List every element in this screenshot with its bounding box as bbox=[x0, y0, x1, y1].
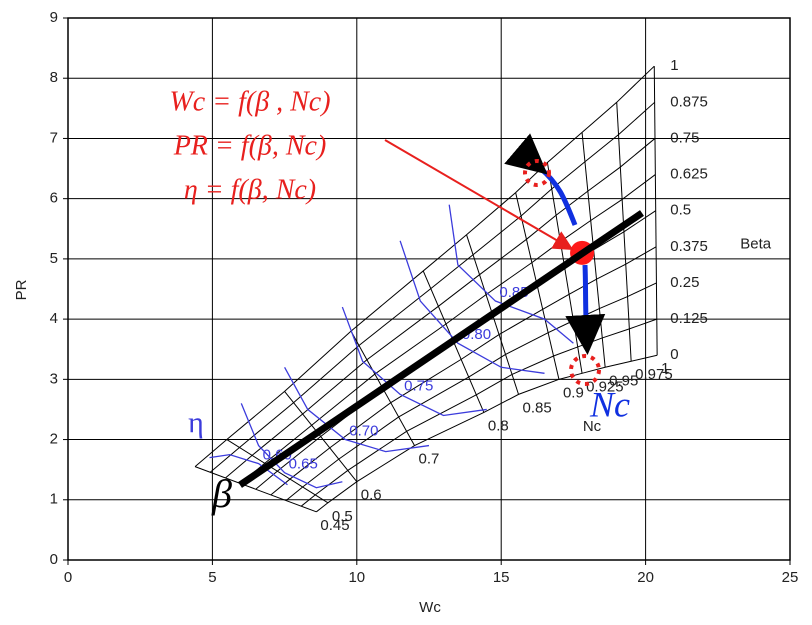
beta-value-label: 0.25 bbox=[670, 274, 699, 291]
equation-arrow bbox=[384, 139, 574, 251]
efficiency-contour bbox=[209, 453, 288, 486]
y-tick-label: 0 bbox=[50, 551, 58, 568]
y-tick-label: 6 bbox=[50, 190, 58, 207]
speed-symbol: Nc bbox=[589, 384, 630, 424]
y-tick-label: 2 bbox=[50, 431, 58, 448]
y-tick-label: 7 bbox=[50, 129, 58, 146]
beta-line bbox=[194, 65, 655, 468]
efficiency-contour bbox=[341, 306, 487, 417]
x-tick-label: 0 bbox=[64, 569, 72, 586]
equation: η = f(β, Nc) bbox=[184, 174, 316, 205]
speed-value-label: 1 bbox=[661, 360, 669, 377]
beta-value-label: 0.5 bbox=[670, 202, 691, 219]
speed-value-label: 0.5 bbox=[332, 508, 353, 525]
x-tick-label: 15 bbox=[493, 569, 510, 586]
y-tick-label: 5 bbox=[50, 250, 58, 267]
beta-value-label: 0.375 bbox=[670, 238, 708, 255]
efficiency-label: 0.75 bbox=[404, 377, 433, 394]
x-axis-label: Wc bbox=[419, 599, 441, 616]
beta-value-label: 1 bbox=[670, 57, 678, 74]
speed-value-label: 0.925 bbox=[586, 378, 624, 395]
beta-value-label: 0.75 bbox=[670, 129, 699, 146]
nc-curve-upper bbox=[504, 133, 578, 226]
choke-marker bbox=[569, 354, 601, 386]
x-tick-label: 20 bbox=[637, 569, 654, 586]
nc-curve-lower bbox=[565, 264, 606, 355]
equation: PR = f(β, Nc) bbox=[173, 130, 327, 161]
beta-line bbox=[285, 282, 657, 501]
beta-value-label: 0.625 bbox=[670, 166, 708, 183]
efficiency-label: 0.65 bbox=[289, 456, 318, 473]
y-tick-label: 3 bbox=[50, 370, 58, 387]
beta-label: Beta bbox=[740, 236, 772, 253]
y-tick-label: 4 bbox=[50, 310, 58, 327]
beta-line bbox=[209, 101, 655, 473]
beta-arrow bbox=[238, 210, 644, 488]
speed-value-label: 0.975 bbox=[635, 366, 673, 383]
efficiency-contour bbox=[448, 204, 574, 344]
speed-value-label: 0.9 bbox=[563, 384, 584, 401]
efficiency-contour bbox=[240, 403, 343, 489]
beta-line bbox=[225, 138, 656, 479]
efficiency-contour bbox=[284, 366, 430, 453]
x-tick-label: 10 bbox=[348, 569, 365, 586]
beta-line bbox=[300, 318, 657, 507]
speed-value-label: 0.95 bbox=[609, 372, 638, 389]
y-tick-label: 1 bbox=[50, 491, 58, 508]
plot-frame bbox=[67, 17, 791, 561]
beta-value-label: 0 bbox=[670, 346, 678, 363]
y-tick-label: 8 bbox=[50, 69, 58, 86]
y-axis-label: PR bbox=[13, 279, 30, 300]
beta-line bbox=[316, 354, 658, 513]
equation: Wc = f(β , Nc) bbox=[169, 86, 330, 117]
y-tick-label: 9 bbox=[50, 9, 58, 26]
speed-value-label: 0.45 bbox=[320, 517, 349, 534]
x-tick-label: 5 bbox=[208, 569, 216, 586]
beta-value-label: 0.125 bbox=[670, 310, 708, 327]
speed-value-label: 0.85 bbox=[523, 399, 552, 416]
beta-line bbox=[240, 174, 656, 484]
efficiency-contour bbox=[399, 240, 545, 374]
surge-marker bbox=[523, 159, 551, 187]
speed-label: Nc bbox=[583, 418, 602, 435]
efficiency-symbol: η bbox=[188, 406, 204, 439]
speed-value-label: 0.8 bbox=[488, 417, 509, 434]
beta-symbol: β bbox=[211, 471, 232, 516]
efficiency-label: 0.70 bbox=[349, 423, 378, 440]
speed-value-label: 0.6 bbox=[361, 487, 382, 504]
map-layer: 0.450.50.60.70.80.850.9 0.9250.950.975100… bbox=[194, 57, 772, 534]
beta-value-label: 0.875 bbox=[670, 93, 708, 110]
beta-line bbox=[270, 246, 657, 496]
x-tick-label: 25 bbox=[782, 569, 799, 586]
speed-value-label: 0.7 bbox=[419, 451, 440, 468]
